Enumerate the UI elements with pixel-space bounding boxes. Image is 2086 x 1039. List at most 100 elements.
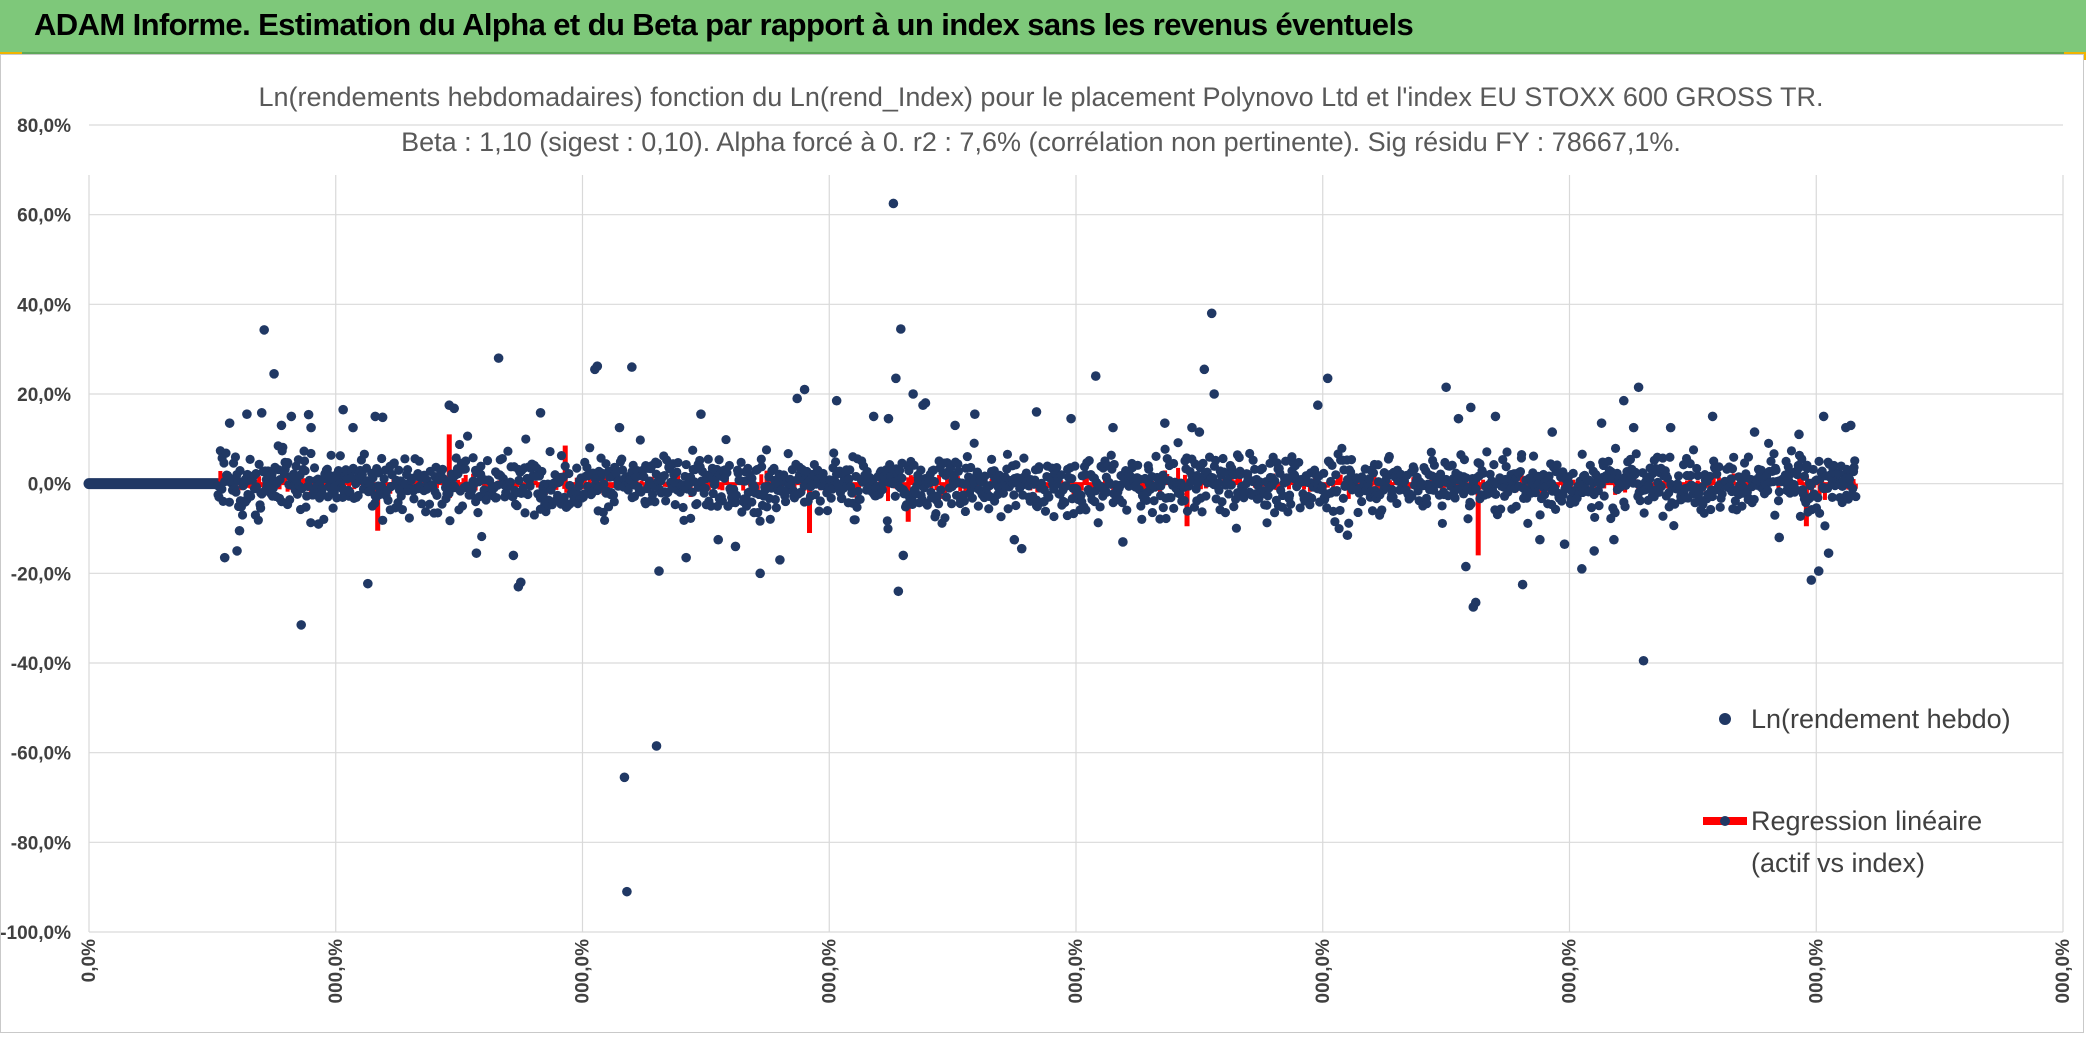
data-point — [572, 463, 582, 473]
data-point — [1056, 470, 1066, 480]
data-point — [1407, 491, 1417, 501]
data-point — [1106, 450, 1116, 460]
data-point-outlier — [799, 384, 810, 395]
data-point — [1294, 457, 1304, 468]
data-point — [1021, 468, 1031, 478]
data-point — [1501, 462, 1511, 472]
data-point-outlier — [1031, 407, 1042, 417]
data-point — [1003, 504, 1013, 514]
data-point — [523, 489, 533, 500]
data-point — [438, 464, 448, 474]
data-point — [1093, 518, 1103, 528]
data-point-outlier — [1749, 427, 1760, 437]
data-point — [1377, 505, 1387, 515]
chart-area: 80,0% 60,0% 40,0% 20,0% 0,0% -20,0% -40,0% -60,… — [0, 54, 2084, 1033]
y-tick-label: -100,0% — [1, 923, 71, 944]
data-point — [1151, 451, 1161, 461]
data-point — [404, 513, 414, 523]
data-point — [962, 451, 972, 462]
data-point — [217, 484, 227, 494]
data-point — [771, 503, 781, 513]
data-point — [855, 494, 865, 505]
data-point — [424, 499, 435, 509]
data-point — [736, 457, 746, 467]
data-point-outlier — [1794, 429, 1804, 440]
data-point — [300, 466, 310, 476]
data-point — [1705, 471, 1715, 481]
data-point — [1539, 490, 1550, 500]
data-point-outlier — [370, 411, 381, 422]
data-point — [1717, 489, 1727, 499]
data-point — [1101, 487, 1112, 497]
data-point — [967, 493, 977, 503]
data-point-outlier — [888, 198, 899, 209]
data-point — [1727, 464, 1738, 474]
data-point — [1317, 482, 1327, 492]
data-point — [617, 454, 627, 464]
data-point — [1175, 489, 1185, 499]
data-point — [1344, 518, 1354, 528]
data-point-outlier — [1118, 537, 1128, 547]
data-point — [1245, 448, 1255, 459]
data-point — [731, 490, 741, 500]
data-point — [1766, 456, 1776, 466]
data-point — [1044, 492, 1054, 502]
data-point — [1346, 467, 1356, 477]
data-point — [1328, 506, 1338, 516]
data-point — [947, 499, 957, 509]
data-point — [432, 490, 442, 500]
data-point — [969, 438, 979, 448]
data-point — [1523, 518, 1533, 528]
data-point — [1335, 505, 1345, 516]
data-point — [753, 508, 763, 518]
data-point — [686, 513, 696, 523]
data-point — [740, 476, 750, 486]
data-point-outlier — [1618, 395, 1629, 406]
data-point — [400, 454, 410, 464]
data-point-outlier — [1066, 413, 1076, 424]
data-point — [936, 485, 946, 495]
data-point — [1229, 501, 1239, 512]
data-point — [278, 442, 288, 453]
data-point — [672, 467, 682, 477]
data-point — [1625, 454, 1636, 464]
data-point — [1714, 462, 1724, 472]
data-point-outlier — [1009, 534, 1020, 545]
data-point — [1770, 510, 1780, 520]
legend-label-regression-line2: (actif vs index) — [1751, 848, 1925, 878]
data-point — [609, 497, 619, 507]
data-point — [1498, 455, 1508, 465]
data-point-outlier — [1589, 546, 1599, 556]
data-point-outlier — [449, 403, 459, 414]
data-point — [473, 508, 483, 518]
axis-tick-labels: 80,0% 60,0% 40,0% 20,0% 0,0% -20,0% -40,0% -60,… — [0, 116, 2074, 1003]
data-point-outlier — [891, 373, 901, 384]
data-point — [1820, 521, 1830, 531]
data-point — [1749, 494, 1759, 505]
data-point-outlier — [1466, 402, 1476, 413]
data-point — [1599, 491, 1609, 501]
data-point — [283, 457, 293, 468]
data-point-outlier — [1016, 543, 1027, 554]
data-point-outlier — [1517, 579, 1528, 590]
data-point — [1450, 493, 1460, 503]
data-point — [1353, 507, 1363, 518]
data-point — [1658, 453, 1668, 463]
data-point-outlier — [363, 578, 373, 589]
data-point — [1387, 484, 1397, 495]
data-point-outlier — [1823, 548, 1834, 558]
data-point — [1594, 500, 1604, 511]
data-point — [512, 501, 522, 511]
data-point — [1147, 507, 1158, 518]
data-point — [650, 497, 660, 507]
data-point — [1327, 460, 1337, 470]
data-point — [256, 503, 266, 513]
data-point-outlier — [1187, 422, 1197, 433]
data-point — [1162, 453, 1172, 464]
data-point — [505, 477, 515, 487]
data-point — [1141, 495, 1152, 505]
data-point — [306, 518, 316, 528]
data-point — [756, 454, 766, 464]
scatter-chart: 80,0% 60,0% 40,0% 20,0% 0,0% -20,0% -40,0% -60,… — [0, 82, 2074, 1003]
data-point-outlier — [1090, 371, 1101, 381]
